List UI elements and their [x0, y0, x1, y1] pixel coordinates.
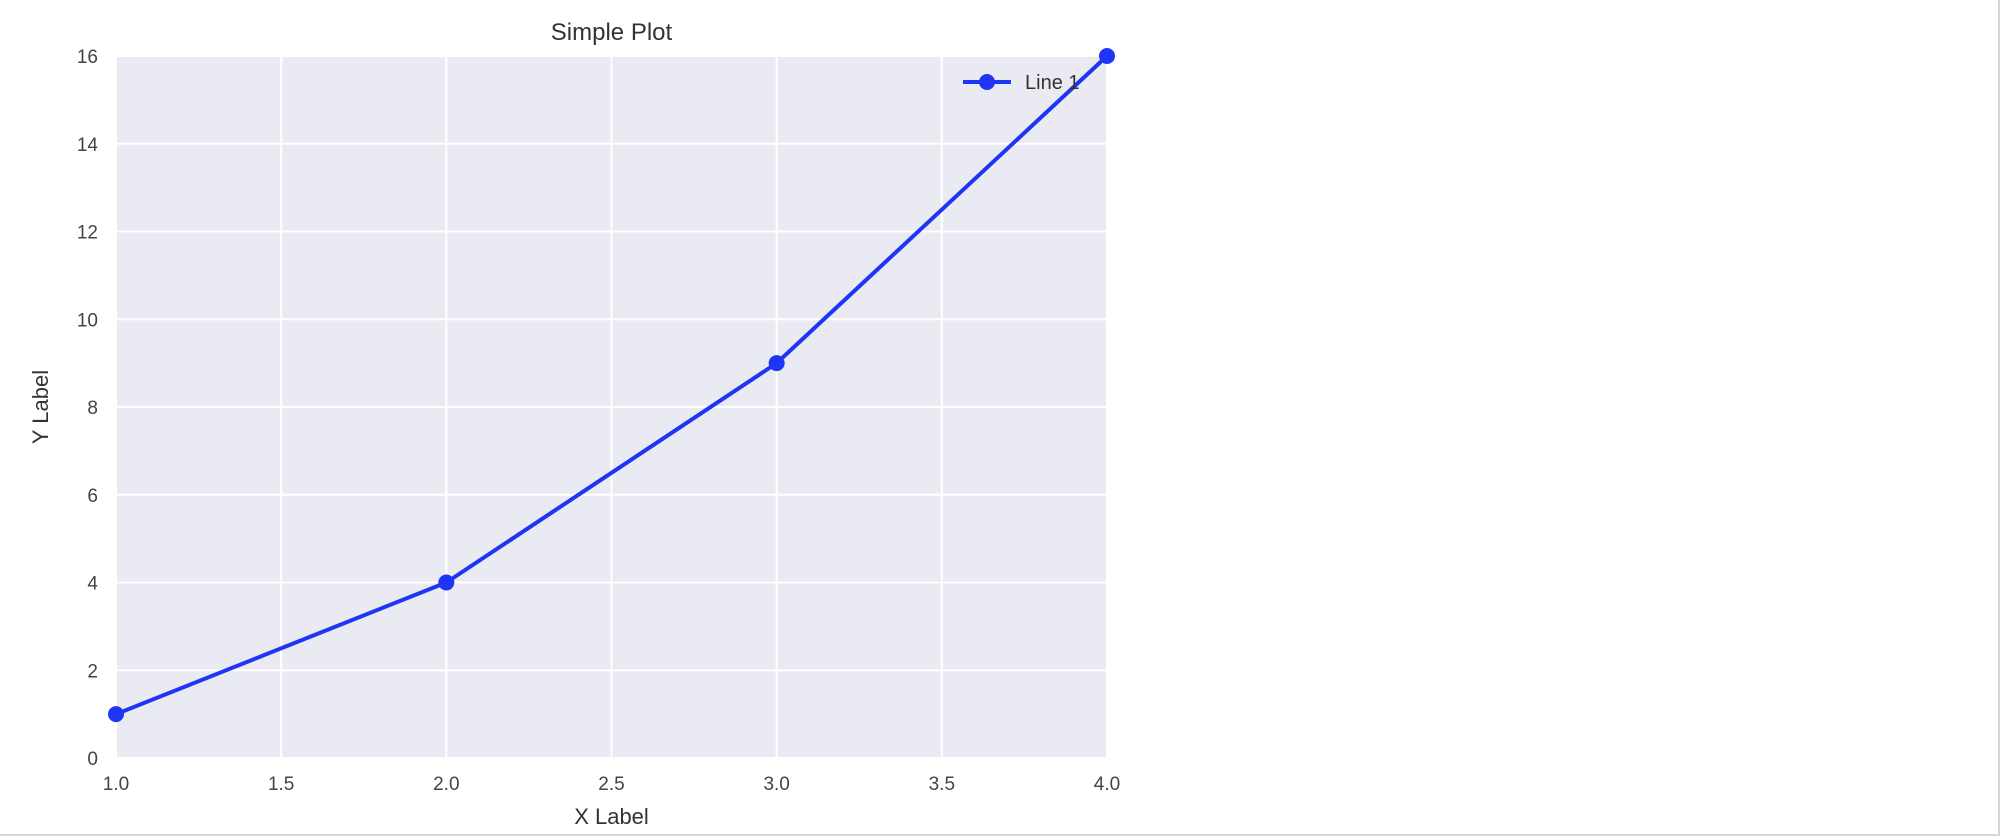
x-tick-label: 3.0 [763, 774, 789, 795]
x-tick-label: 2.5 [598, 774, 624, 795]
line-chart: 1.0 1.5 2.0 2.5 3.0 3.5 4.0 0 2 4 6 8 10 12 14 16 Simp… [28, 19, 1120, 829]
y-axis-label: Y Label [28, 370, 53, 444]
series-line [114, 54, 1109, 717]
legend-marker [979, 74, 995, 90]
y-tick-label: 16 [77, 47, 98, 68]
chart-title: Simple Plot [551, 19, 673, 46]
y-tick-label: 6 [87, 486, 98, 507]
data-point [108, 706, 124, 723]
data-point [1099, 48, 1115, 64]
x-tick-label: 2.0 [433, 774, 459, 795]
x-tick-label: 4.0 [1094, 774, 1120, 795]
data-point [768, 355, 785, 372]
x-tick-label: 1.0 [103, 774, 129, 795]
x-tick-label: 1.5 [268, 774, 294, 795]
y-tick-labels: 0 2 4 6 8 10 12 14 16 [77, 47, 99, 770]
x-axis-label: X Label [574, 804, 649, 829]
y-tick-label: 12 [77, 223, 98, 244]
series-lines [114, 54, 1109, 717]
y-tick-label: 2 [87, 661, 98, 682]
legend-entry-label: Line 1 [1025, 72, 1080, 94]
series-points [108, 48, 1115, 723]
y-tick-label: 0 [87, 749, 98, 770]
y-tick-label: 10 [77, 310, 98, 331]
x-tick-label: 3.5 [929, 774, 955, 795]
x-tick-labels: 1.0 1.5 2.0 2.5 3.0 3.5 4.0 [103, 774, 1120, 795]
legend: Line 1 [963, 72, 1080, 94]
data-point [438, 574, 455, 591]
y-tick-label: 8 [87, 398, 98, 419]
y-tick-label: 14 [77, 135, 99, 156]
grid-lines [115, 55, 1108, 759]
y-tick-label: 4 [87, 574, 98, 595]
